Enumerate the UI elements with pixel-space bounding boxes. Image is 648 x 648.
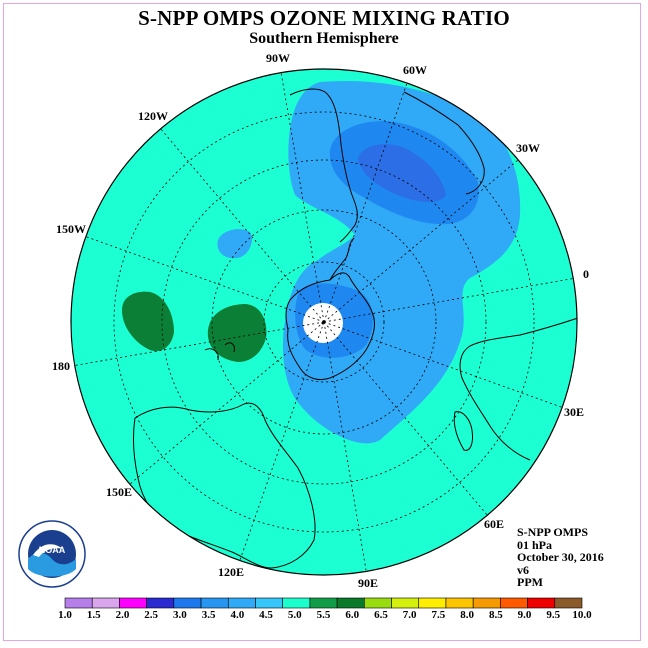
lon-label-90e: 90E bbox=[358, 576, 378, 590]
noaa-logo-text: NOAA bbox=[39, 545, 66, 555]
coastline-antarctic-peninsula bbox=[329, 237, 355, 281]
map-title: S-NPP OMPS OZONE MIXING RATIO bbox=[138, 6, 510, 30]
info-level: 01 hPa bbox=[517, 537, 553, 552]
noaa-logo: NOAA bbox=[18, 520, 86, 588]
lon-label-60e: 60E bbox=[484, 517, 504, 531]
map-subtitle: Southern Hemisphere bbox=[249, 30, 399, 47]
lon-label-30e: 30E bbox=[564, 405, 584, 419]
lon-label-120w: 120W bbox=[138, 109, 168, 123]
lon-label-120e: 120E bbox=[218, 565, 244, 579]
lon-label-90w: 90W bbox=[266, 51, 290, 65]
latitude-circles bbox=[113, 111, 535, 533]
info-block: S-NPP OMPS 01 hPa October 30, 2016 v6 PP… bbox=[517, 526, 604, 589]
coastline-south-america bbox=[289, 88, 485, 243]
image-frame bbox=[3, 3, 641, 641]
map-boundary bbox=[70, 68, 578, 576]
lon-label-60w: 60W bbox=[403, 63, 427, 77]
lon-label-150e: 150E bbox=[106, 485, 132, 499]
coastline-africa bbox=[459, 317, 577, 461]
lon-label-0: 0 bbox=[583, 267, 589, 281]
info-date: October 30, 2016 bbox=[517, 550, 604, 564]
ozone-region-4-0-small bbox=[217, 229, 252, 259]
longitude-lines bbox=[71, 71, 577, 571]
lon-label-180: 180 bbox=[52, 359, 70, 373]
info-version: v6 bbox=[517, 562, 529, 577]
coastline-madagascar bbox=[453, 411, 473, 451]
ozone-region-5-5-west bbox=[122, 291, 174, 352]
lon-label-30w: 30W bbox=[516, 141, 540, 155]
ozone-region-5-5-east bbox=[207, 304, 267, 362]
south-pole-marker bbox=[321, 321, 325, 325]
coastline-new-zealand bbox=[204, 342, 235, 361]
info-instrument: S-NPP OMPS bbox=[517, 525, 588, 539]
ozone-region-3-5-core bbox=[358, 144, 446, 202]
lon-label-150w: 150W bbox=[56, 222, 86, 236]
info-units: PPM bbox=[517, 575, 543, 589]
coastline-antarctica bbox=[285, 272, 375, 381]
